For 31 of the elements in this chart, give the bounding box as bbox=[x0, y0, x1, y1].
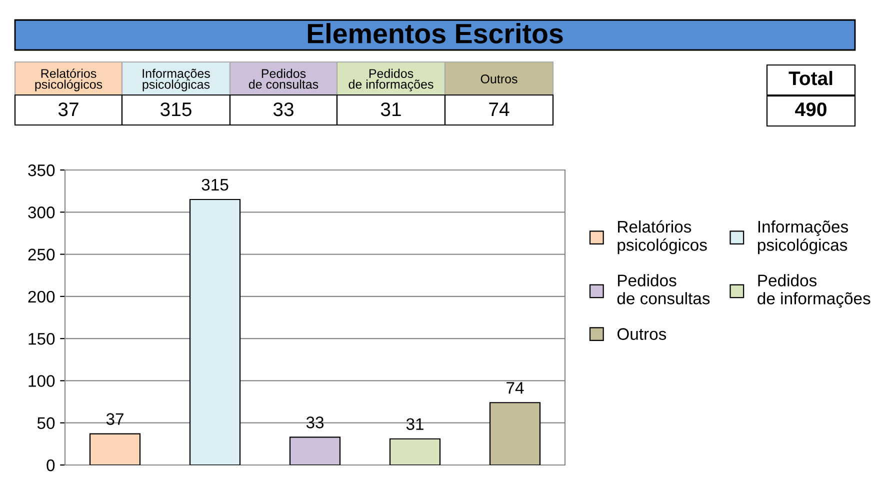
text: Relatórios psicológicos bbox=[35, 68, 102, 92]
legend-label: Pedidos de informações bbox=[758, 274, 870, 308]
text: Informações psicológicas bbox=[142, 68, 210, 92]
y-tick-label: 250 bbox=[28, 248, 55, 260]
text: Pedidos de consultas bbox=[248, 68, 318, 89]
text: 31 bbox=[380, 102, 401, 116]
text: 315 bbox=[160, 102, 192, 116]
text: 490 bbox=[795, 102, 826, 116]
y-tick-label: 150 bbox=[28, 332, 55, 345]
legend-label: Pedidos de consultas bbox=[617, 274, 710, 304]
text: 37 bbox=[58, 102, 78, 116]
data-label: 31 bbox=[406, 418, 424, 430]
data-label: 74 bbox=[506, 382, 524, 394]
data-label: 33 bbox=[306, 416, 324, 428]
text: 74 bbox=[489, 102, 510, 116]
text: 33 bbox=[273, 102, 294, 116]
data-label: 37 bbox=[106, 413, 124, 425]
y-tick-label: 50 bbox=[37, 417, 55, 430]
text: Outros bbox=[480, 74, 518, 84]
y-tick-label: 100 bbox=[28, 375, 55, 387]
legend-label: Outros bbox=[617, 328, 666, 340]
legend-label: Informações psicológicas bbox=[758, 220, 848, 254]
y-tick-label: 300 bbox=[28, 206, 55, 218]
text: Total bbox=[788, 70, 832, 86]
y-tick-label: 200 bbox=[28, 290, 55, 303]
text: Pedidos de informações bbox=[348, 68, 434, 92]
chart-title: Elementos Escritos bbox=[308, 23, 563, 44]
y-tick-label: 350 bbox=[28, 164, 55, 176]
y-tick-label: 0 bbox=[46, 459, 55, 472]
data-label: 315 bbox=[202, 178, 228, 191]
legend-label: Relatórios psicológicos bbox=[618, 220, 707, 254]
